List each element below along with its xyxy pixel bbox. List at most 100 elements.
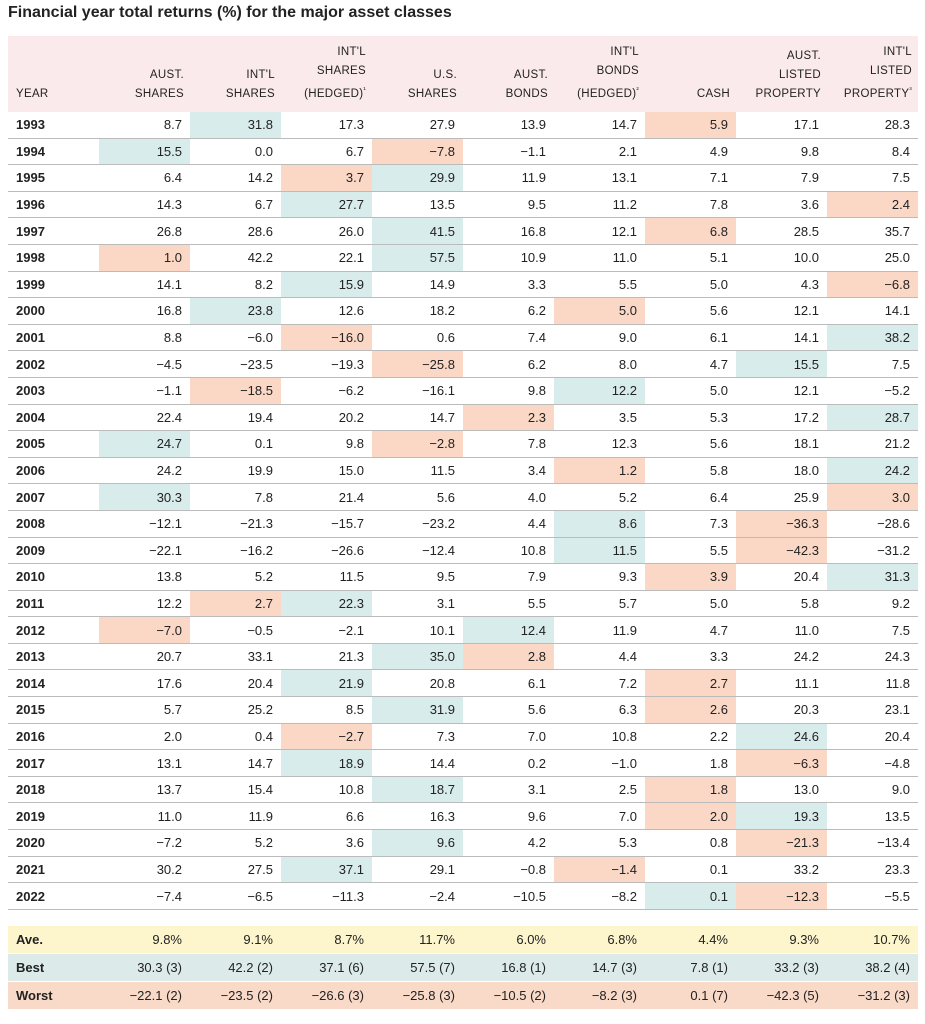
return-cell: 5.1 bbox=[645, 244, 736, 272]
return-cell: 2.5 bbox=[554, 776, 645, 804]
return-cell: 5.5 bbox=[463, 590, 554, 618]
return-cell: 17.6 bbox=[99, 669, 190, 698]
summary-row: Best 30.3 (3) 42.2 (2) 37.1 (6) 57.5 (7) 16.8… bbox=[8, 953, 918, 982]
return-cell: 9.5 bbox=[372, 563, 463, 591]
header-line: BONDS bbox=[505, 88, 548, 100]
return-cell: 14.1 bbox=[827, 297, 918, 325]
return-cell: −12.1 bbox=[99, 510, 190, 538]
summary-cell: 16.8 (1) bbox=[463, 953, 554, 982]
year-cell: 1993 bbox=[8, 112, 99, 139]
return-cell: 14.1 bbox=[99, 271, 190, 299]
return-cell: 5.6 bbox=[645, 297, 736, 325]
return-cell: 0.0 bbox=[190, 138, 281, 166]
header-line: INT'L bbox=[610, 46, 639, 59]
return-cell: 10.8 bbox=[463, 537, 554, 565]
return-cell: 14.7 bbox=[190, 749, 281, 777]
summary-cell: −42.3 (5) bbox=[736, 981, 827, 1010]
return-cell: 9.0 bbox=[554, 324, 645, 352]
return-cell: 12.6 bbox=[281, 297, 372, 325]
return-cell: 18.2 bbox=[372, 297, 463, 325]
return-cell: 1.8 bbox=[645, 776, 736, 804]
return-cell: 19.3 bbox=[736, 802, 827, 831]
return-cell: 28.7 bbox=[827, 404, 918, 432]
summary-cell: −31.2 (3) bbox=[827, 981, 918, 1010]
return-cell: 22.4 bbox=[99, 404, 190, 432]
year-cell: 2001 bbox=[8, 324, 99, 352]
return-cell: 28.6 bbox=[190, 217, 281, 245]
year-cell: 2014 bbox=[8, 669, 99, 698]
return-cell: −6.3 bbox=[736, 749, 827, 777]
return-cell: 24.2 bbox=[99, 457, 190, 485]
return-cell: −2.4 bbox=[372, 882, 463, 910]
return-cell: 7.2 bbox=[554, 669, 645, 698]
return-cell: −7.8 bbox=[372, 138, 463, 166]
return-cell: 1.8 bbox=[645, 749, 736, 777]
column-header: INT'L SHARES bbox=[190, 36, 281, 112]
return-cell: 11.5 bbox=[554, 537, 645, 565]
return-cell: 7.3 bbox=[645, 510, 736, 538]
summary-cell: 6.0% bbox=[463, 925, 554, 954]
return-cell: 7.0 bbox=[554, 802, 645, 831]
return-cell: −18.5 bbox=[190, 377, 281, 405]
return-cell: 17.3 bbox=[281, 112, 372, 139]
year-cell: 2009 bbox=[8, 537, 99, 565]
return-cell: 20.4 bbox=[190, 669, 281, 698]
return-cell: 5.2 bbox=[190, 563, 281, 591]
return-cell: 2.0 bbox=[99, 723, 190, 751]
return-cell: 15.0 bbox=[281, 457, 372, 485]
summary-cell: 4.4% bbox=[645, 925, 736, 954]
year-cell: 2019 bbox=[8, 802, 99, 831]
return-cell: 30.3 bbox=[99, 483, 190, 511]
return-cell: 0.1 bbox=[645, 856, 736, 884]
return-cell: 21.2 bbox=[827, 430, 918, 458]
return-cell: 9.5 bbox=[463, 191, 554, 219]
return-cell: 5.2 bbox=[554, 483, 645, 511]
return-cell: 15.4 bbox=[190, 776, 281, 804]
return-cell: 7.5 bbox=[827, 350, 918, 378]
return-cell: −13.4 bbox=[827, 829, 918, 857]
return-cell: 24.3 bbox=[827, 643, 918, 671]
return-cell: 3.0 bbox=[827, 483, 918, 511]
return-cell: 10.9 bbox=[463, 244, 554, 272]
return-cell: 18.0 bbox=[736, 457, 827, 485]
return-cell: 42.2 bbox=[190, 244, 281, 272]
summary-cell: 9.8% bbox=[99, 925, 190, 954]
column-header: U.S. SHARES bbox=[372, 36, 463, 112]
year-cell: 2022 bbox=[8, 882, 99, 910]
year-cell: 2002 bbox=[8, 350, 99, 378]
return-cell: 14.1 bbox=[736, 324, 827, 352]
return-cell: 5.6 bbox=[372, 483, 463, 511]
return-cell: 13.0 bbox=[736, 776, 827, 804]
return-cell: 14.7 bbox=[554, 112, 645, 139]
return-cell: 10.8 bbox=[554, 723, 645, 751]
return-cell: −5.2 bbox=[827, 377, 918, 405]
summary-cell: 14.7 (3) bbox=[554, 953, 645, 982]
return-cell: 14.3 bbox=[99, 191, 190, 219]
return-cell: −16.0 bbox=[281, 324, 372, 352]
return-cell: 2.4 bbox=[827, 191, 918, 219]
year-cell: 2012 bbox=[8, 616, 99, 644]
return-cell: 11.9 bbox=[190, 802, 281, 831]
return-cell: 12.3 bbox=[554, 430, 645, 458]
spacer-cell bbox=[8, 909, 918, 926]
return-cell: 20.7 bbox=[99, 643, 190, 671]
column-header: INT'L SHARES (HEDGED)¹ bbox=[281, 36, 372, 112]
year-cell: 2008 bbox=[8, 510, 99, 538]
return-cell: 0.1 bbox=[645, 882, 736, 910]
data-row: 1996 14.3 6.7 27.7 13.5 9.5 11.2 7.8 3.6 2.4 bbox=[8, 191, 918, 219]
return-cell: 22.1 bbox=[281, 244, 372, 272]
return-cell: 9.8 bbox=[463, 377, 554, 405]
summary-label: Worst bbox=[8, 981, 99, 1010]
return-cell: −0.8 bbox=[463, 856, 554, 884]
return-cell: 12.1 bbox=[736, 297, 827, 325]
summary-label: Ave. bbox=[8, 925, 99, 954]
return-cell: −6.2 bbox=[281, 377, 372, 405]
return-cell: 19.9 bbox=[190, 457, 281, 485]
return-cell: 5.0 bbox=[645, 377, 736, 405]
return-cell: 9.3 bbox=[554, 563, 645, 591]
return-cell: 11.9 bbox=[463, 164, 554, 192]
return-cell: 12.2 bbox=[99, 590, 190, 618]
column-header: AUST. LISTED PROPERTY bbox=[736, 36, 827, 112]
return-cell: 13.5 bbox=[827, 802, 918, 831]
